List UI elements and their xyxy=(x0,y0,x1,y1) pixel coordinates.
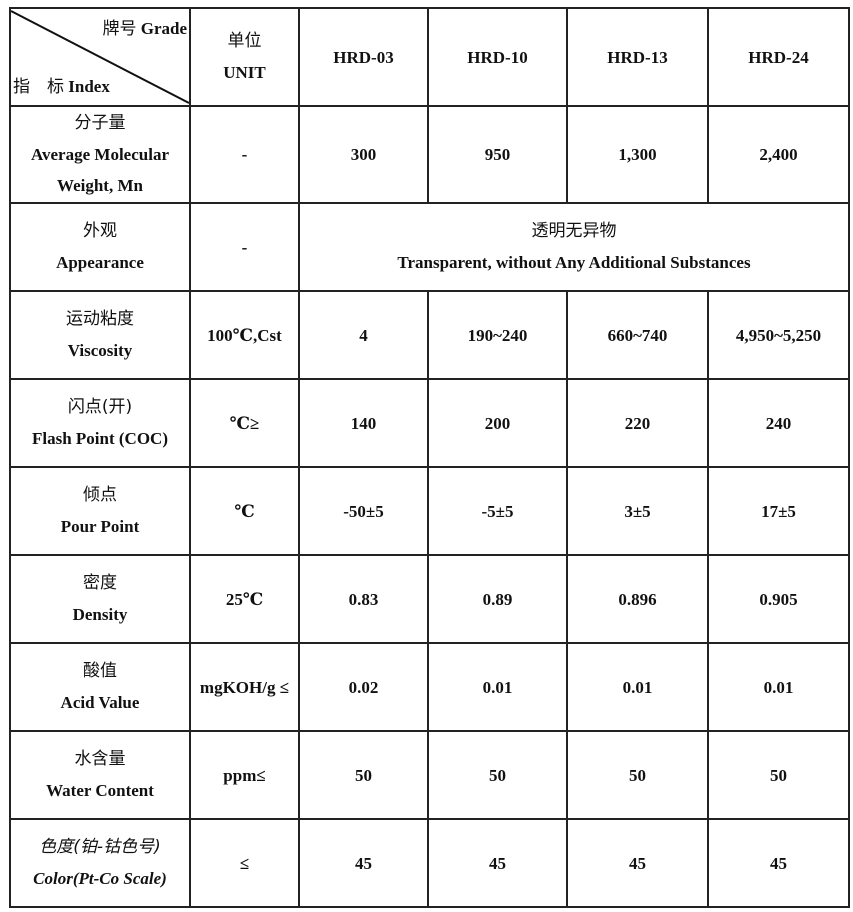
property-name-en: Density xyxy=(72,605,128,624)
property-name-zh: 运动粘度 xyxy=(66,309,134,329)
property-name-en: Appearance xyxy=(56,253,144,272)
unit-cell: mgKOH/g ≤ xyxy=(189,642,300,732)
property-name-en: Viscosity xyxy=(67,341,133,360)
unit-cell: ℃≥ xyxy=(189,378,300,468)
merged-value-zh: 透明无异物 xyxy=(531,221,617,241)
value-cell: 0.01 xyxy=(427,642,568,732)
merged-value-en: Transparent, without Any Additional Subs… xyxy=(397,253,751,272)
value-cell: 0.89 xyxy=(427,554,568,644)
value-cell: 50 xyxy=(298,730,429,820)
property-name-en: Average Molecular Weight, Mn xyxy=(31,145,169,195)
property-name-en: Acid Value xyxy=(60,693,140,712)
value-cell: 0.896 xyxy=(566,554,709,644)
property-name-zh: 外观 xyxy=(83,221,117,241)
property-label-cell: 密度 Density xyxy=(9,554,191,644)
property-label-cell: 水含量 Water Content xyxy=(9,730,191,820)
value-cell: 0.905 xyxy=(707,554,850,644)
table-row: 运动粘度 Viscosity 100℃,Cst 4 190~240 660~740 4,95… xyxy=(9,290,850,380)
value-cell: 50 xyxy=(566,730,709,820)
value-cell: 0.01 xyxy=(707,642,850,732)
property-label-cell: 运动粘度 Viscosity xyxy=(9,290,191,380)
value-cell: 300 xyxy=(298,105,429,204)
table-row: 闪点(开) Flash Point (COC) ℃≥ 140 200 220 240 xyxy=(9,378,850,468)
grade-header-cell: HRD-13 xyxy=(566,7,709,107)
property-name-zh: 色度(铂-钴色号) xyxy=(39,837,161,857)
value-cell: 0.83 xyxy=(298,554,429,644)
property-label-cell: 外观 Appearance xyxy=(9,202,191,292)
value-cell: 50 xyxy=(427,730,568,820)
property-name-zh: 酸值 xyxy=(83,661,117,681)
value-cell: 200 xyxy=(427,378,568,468)
value-cell: 0.02 xyxy=(298,642,429,732)
value-cell: 45 xyxy=(566,818,709,908)
table-row: 酸值 Acid Value mgKOH/g ≤0.02 0.01 0.01 0.01 xyxy=(9,642,850,732)
table-row: 密度 Density 25℃ 0.83 0.89 0.896 0.905 xyxy=(9,554,850,644)
unit-cell: ppm≤ xyxy=(189,730,300,820)
value-cell: 240 xyxy=(707,378,850,468)
value-cell: 4 xyxy=(298,290,429,380)
merged-value-cell: 透明无异物 Transparent, without Any Additional… xyxy=(298,202,850,292)
value-cell: 1,300 xyxy=(566,105,709,204)
property-name-en: Pour Point xyxy=(60,517,140,536)
unit-cell: 100℃,Cst xyxy=(189,290,300,380)
unit-cell: ≤ xyxy=(189,818,300,908)
unit-header-cell: 单位 UNIT xyxy=(189,7,300,107)
property-name-en: Color(Pt-Co Scale) xyxy=(33,869,167,888)
value-cell: 50 xyxy=(707,730,850,820)
grade-header-cell: HRD-24 xyxy=(707,7,850,107)
unit-cell: - xyxy=(189,105,300,204)
spec-table: 牌号 Grade 指 标 Index 单位 UNIT HRD-03 HRD-10 … xyxy=(9,7,850,908)
value-cell: 140 xyxy=(298,378,429,468)
value-cell: 45 xyxy=(298,818,429,908)
value-cell: 45 xyxy=(427,818,568,908)
property-name-zh: 分子量 xyxy=(74,113,126,133)
diagonal-line xyxy=(11,10,189,104)
value-cell: 3±5 xyxy=(566,466,709,556)
header-row: 牌号 Grade 指 标 Index 单位 UNIT HRD-03 HRD-10 … xyxy=(9,7,850,107)
unit-cell: - xyxy=(189,202,300,292)
property-label-cell: 倾点 Pour Point xyxy=(9,466,191,556)
table-row: 倾点 Pour Point ℃ -50±5 -5±5 3±5 17±5 xyxy=(9,466,850,556)
property-name-zh: 密度 xyxy=(83,573,117,593)
grade-header-cell: HRD-03 xyxy=(298,7,429,107)
property-name-zh: 倾点 xyxy=(83,485,117,505)
corner-header-cell: 牌号 Grade 指 标 Index xyxy=(9,7,191,107)
value-cell: 220 xyxy=(566,378,709,468)
table-row: 色度(铂-钴色号) Color(Pt-Co Scale) ≤45 45 45 45 xyxy=(9,818,850,908)
property-label-cell: 色度(铂-钴色号) Color(Pt-Co Scale) xyxy=(9,818,191,908)
table-row: 分子量 Average Molecular Weight, Mn -300 950 1,… xyxy=(9,105,850,204)
value-cell: 2,400 xyxy=(707,105,850,204)
table-row: 外观 Appearance - 透明无异物 Transparent, without A… xyxy=(9,202,850,292)
property-name-zh: 水含量 xyxy=(74,749,126,769)
property-label-cell: 闪点(开) Flash Point (COC) xyxy=(9,378,191,468)
property-label-cell: 酸值 Acid Value xyxy=(9,642,191,732)
property-name-en: Flash Point (COC) xyxy=(32,429,168,448)
grade-header-cell: HRD-10 xyxy=(427,7,568,107)
unit-cell: 25℃ xyxy=(189,554,300,644)
value-cell: 950 xyxy=(427,105,568,204)
value-cell: 45 xyxy=(707,818,850,908)
value-cell: -50±5 xyxy=(298,466,429,556)
index-label: 指 标 Index xyxy=(13,77,110,97)
property-name-zh: 闪点(开) xyxy=(67,397,133,417)
value-cell: 4,950~5,250 xyxy=(707,290,850,380)
property-name-en: Water Content xyxy=(46,781,154,800)
value-cell: 17±5 xyxy=(707,466,850,556)
value-cell: 0.01 xyxy=(566,642,709,732)
table-row: 水含量 Water Content ppm≤ 50 50 50 50 xyxy=(9,730,850,820)
property-label-cell: 分子量 Average Molecular Weight, Mn xyxy=(9,105,191,204)
unit-cell: ℃ xyxy=(189,466,300,556)
grade-label: 牌号 Grade xyxy=(102,19,187,39)
value-cell: -5±5 xyxy=(427,466,568,556)
value-cell: 660~740 xyxy=(566,290,709,380)
value-cell: 190~240 xyxy=(427,290,568,380)
